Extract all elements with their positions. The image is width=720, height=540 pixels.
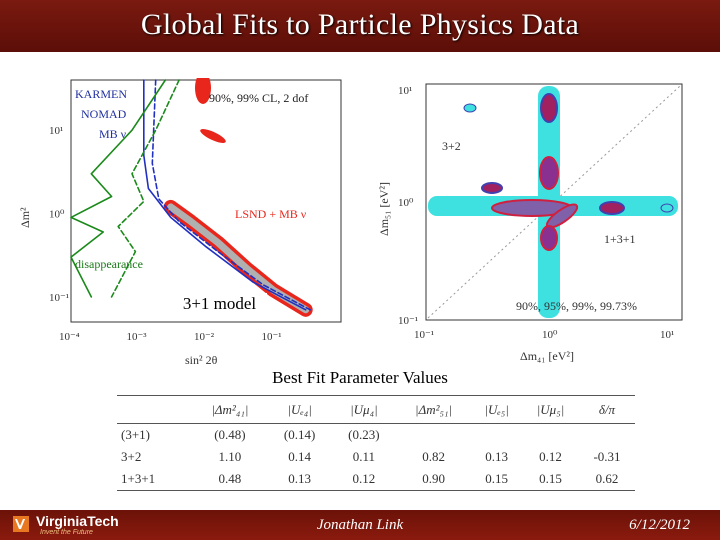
logo-name: VirginiaTech bbox=[36, 513, 119, 529]
table-row: 1+3+1 0.48 0.13 0.12 0.90 0.15 0.15 0.62 bbox=[117, 468, 635, 491]
best-fit-table: |Δm²₄₁| |Uₑ₄| |Uμ₄| |Δm²₅₁| |Uₑ₅| |Uμ₅| δ/π (3… bbox=[117, 395, 635, 491]
table-cell: -0.31 bbox=[593, 449, 621, 464]
right-ylabel: Δm₅₁ [eV²] bbox=[377, 182, 391, 236]
core-lower bbox=[540, 225, 558, 251]
core-top bbox=[540, 93, 558, 123]
left-axis-ticks: 10⁻⁴ 10⁻³ 10⁻² 10⁻¹ 10¹ 10⁰ 10⁻¹ bbox=[49, 125, 282, 343]
left-red-blobs bbox=[195, 72, 226, 143]
table-header-cell: δ/π bbox=[578, 395, 635, 424]
annotation-disappearance: disappearance bbox=[75, 257, 143, 271]
left-xlabel: sin² 2θ bbox=[185, 353, 218, 367]
table-cell: 0.13 bbox=[485, 449, 508, 464]
series-karmen bbox=[143, 79, 307, 311]
table-header-cell: |Δm²₅₁| bbox=[396, 395, 472, 424]
table-header-cell: |Uₑ₅| bbox=[471, 395, 523, 424]
series-mb- bbox=[70, 79, 167, 298]
table-cell bbox=[579, 424, 635, 447]
left-ylabel: Δm² bbox=[18, 207, 32, 228]
annotation-lsnd-mb: LSND + MB ν bbox=[235, 207, 307, 221]
table-cell: 0.15 bbox=[471, 468, 523, 491]
annotation-cl: 90%, 99% CL, 2 dof bbox=[209, 91, 308, 105]
table-row: 3+2 1.10 0.14 0.11 0.82 0.13 0.12 -0.31 bbox=[117, 446, 635, 468]
red-blob-top bbox=[195, 72, 211, 104]
footer-date: 6/12/2012 bbox=[629, 517, 690, 533]
table-header-cell bbox=[117, 395, 193, 424]
left-ytick-label: 10⁻¹ bbox=[49, 292, 69, 304]
logo-tagline: Invent the Future bbox=[40, 529, 93, 536]
table-cell: 0.62 bbox=[578, 468, 635, 491]
right-xtick-label: 10⁻¹ bbox=[414, 329, 434, 341]
slide-title: Global Fits to Particle Physics Data bbox=[140, 8, 580, 41]
table-cell: 0.14 bbox=[288, 449, 311, 464]
title-bar: Global Fits to Particle Physics Data bbox=[0, 0, 720, 52]
annotation-3plus2: 3+2 bbox=[442, 139, 461, 153]
left-ytick-label: 10⁰ bbox=[49, 209, 65, 221]
annotation-1plus3plus1: 1+3+1 bbox=[604, 232, 636, 246]
table-cell bbox=[471, 424, 522, 447]
table-cell: 0.48 bbox=[192, 468, 268, 491]
core-far-right bbox=[599, 201, 625, 215]
table-caption: Best Fit Parameter Values bbox=[272, 368, 448, 387]
annotation-karmen: KARMEN bbox=[75, 87, 127, 101]
right-axis-ticks: 10⁻¹ 10⁰ 10¹ 10¹ 10⁰ 10⁻¹ bbox=[398, 85, 674, 341]
left-contour-plot: 10⁻⁴ 10⁻³ 10⁻² 10⁻¹ 10¹ 10⁰ 10⁻¹ KARMEN NOMAD … bbox=[13, 72, 343, 368]
table-cell: (0.48) bbox=[214, 427, 246, 442]
footer-author: Jonathan Link bbox=[316, 517, 404, 533]
annotation-nomad: NOMAD bbox=[81, 107, 127, 121]
right-ytick-label: 10⁻¹ bbox=[398, 315, 418, 327]
table-row-label: 1+3+1 bbox=[117, 468, 193, 491]
right-xtick-label: 10¹ bbox=[660, 329, 674, 341]
table-cell: (0.14) bbox=[283, 427, 316, 442]
series-disappearance bbox=[110, 79, 180, 298]
core-edge bbox=[660, 203, 674, 213]
right-xlabel: Δm₄₁ [eV²] bbox=[520, 349, 574, 363]
table-cell bbox=[522, 424, 579, 447]
left-plot-frame bbox=[70, 79, 342, 323]
right-legend: 90%, 95%, 99%, 99.73% bbox=[516, 299, 637, 313]
left-ytick-label: 10¹ bbox=[49, 125, 63, 137]
table-header-cell: |Uμ₄| bbox=[331, 395, 396, 424]
virginia-tech-logo[interactable]: VirginiaTech Invent the Future bbox=[6, 513, 156, 537]
core-left bbox=[481, 182, 503, 194]
cyan-blob-topleft bbox=[463, 103, 477, 113]
table-cell: 0.11 bbox=[352, 449, 376, 464]
table-cell: (0.23) bbox=[348, 427, 380, 442]
right-plot-svg: 10⁻¹ 10⁰ 10¹ 10¹ 10⁰ 10⁻¹ 3+2 1+3+1 90%, 95%,… bbox=[377, 83, 683, 363]
vt-logo-icon bbox=[13, 516, 29, 532]
footer-bar: VirginiaTech Invent the Future Jonathan … bbox=[0, 510, 720, 540]
left-xtick-label: 10⁻³ bbox=[127, 331, 148, 343]
core-upper bbox=[539, 156, 559, 190]
right-ytick-label: 10⁰ bbox=[398, 197, 414, 209]
table-row-label: 3+2 bbox=[121, 449, 142, 464]
table-cell: 0.13 bbox=[267, 468, 332, 491]
left-series-group bbox=[70, 79, 313, 317]
table-row: (3+1) (0.48) (0.14) (0.23) bbox=[117, 424, 635, 447]
table-cell bbox=[396, 424, 471, 447]
right-contour-plot: 10⁻¹ 10⁰ 10¹ 10¹ 10⁰ 10⁻¹ 3+2 1+3+1 90%, 95%,… bbox=[372, 78, 692, 368]
right-xtick-label: 10⁰ bbox=[542, 329, 558, 341]
right-ytick-label: 10¹ bbox=[398, 85, 412, 97]
table-row-label: (3+1) bbox=[121, 427, 150, 442]
table-header-cell: |Δm²₄₁| bbox=[192, 395, 268, 424]
table-header-cell: |Uₑ₄| bbox=[267, 395, 332, 424]
table-header-row: |Δm²₄₁| |Uₑ₄| |Uμ₄| |Δm²₅₁| |Uₑ₅| |Uμ₅| δ/π bbox=[117, 395, 635, 424]
table-body: (3+1) (0.48) (0.14) (0.23) 3+2 1.10 0.14 0.11 0.… bbox=[117, 424, 635, 491]
left-xtick-label: 10⁻² bbox=[194, 331, 215, 343]
model-label: 3+1 model bbox=[172, 293, 267, 315]
contour-cores bbox=[463, 93, 674, 251]
series-nomad bbox=[151, 79, 312, 311]
table-cell: 1.10 bbox=[218, 449, 242, 464]
table-cell: 0.12 bbox=[539, 449, 562, 464]
left-xtick-label: 10⁻⁴ bbox=[59, 331, 80, 343]
table-cell: 0.90 bbox=[396, 468, 472, 491]
table-cell: 0.82 bbox=[422, 449, 445, 464]
table-cell: 0.15 bbox=[522, 468, 579, 491]
red-blob-mid bbox=[200, 129, 226, 143]
left-xtick-label: 10⁻¹ bbox=[262, 331, 282, 343]
table-cell: 0.12 bbox=[331, 468, 396, 491]
table-header-cell: |Uμ₅| bbox=[522, 395, 579, 424]
annotation-mb-nu: MB ν bbox=[99, 127, 127, 141]
